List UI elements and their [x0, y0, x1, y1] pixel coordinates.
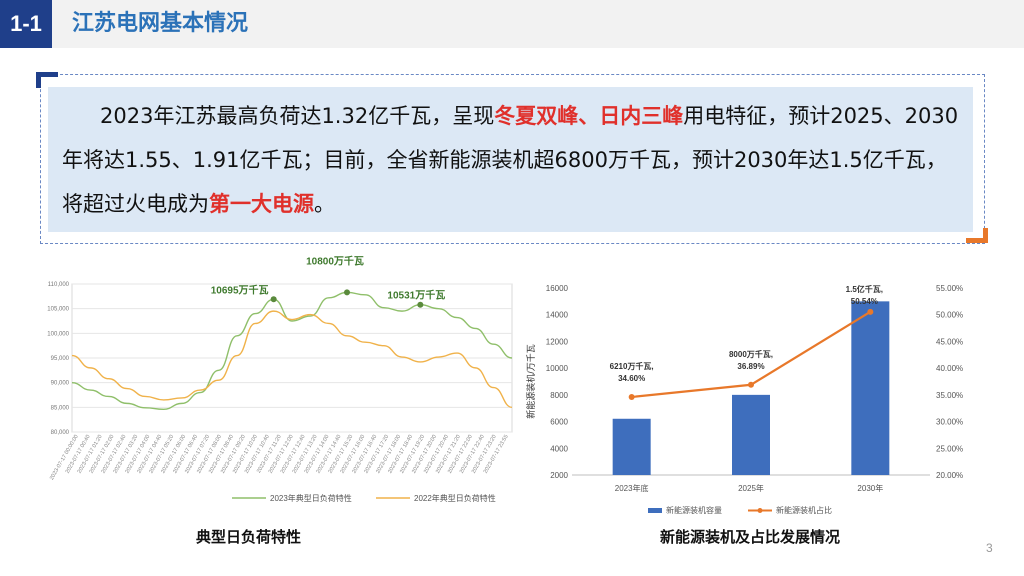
y2-tick-label: 50.00%: [936, 311, 963, 320]
page-title: 江苏电网基本情况: [72, 11, 249, 36]
y-tick-label: 85,000: [51, 405, 70, 411]
legend-marker-share: [757, 508, 763, 513]
y-tick-label: 95,000: [51, 356, 70, 362]
y2-tick-label: 40.00%: [936, 364, 963, 373]
y-tick-label: 12000: [546, 337, 569, 346]
summary-text: 2023年江苏最高负荷达1.32亿千瓦，呈现冬夏双峰、日内三峰用电特征，预计20…: [62, 94, 967, 226]
peak-marker: [270, 296, 277, 303]
data-label-value: 6210万千瓦,: [610, 361, 654, 371]
peak-marker: [344, 289, 350, 296]
summary-frame: [40, 74, 985, 244]
y2-tick-label: 20.00%: [936, 471, 963, 480]
y-tick-label: 80,000: [51, 430, 70, 436]
y-tick-label: 2000: [550, 471, 568, 480]
y-tick-label: 100,000: [47, 331, 69, 337]
series-line-2022: [71, 310, 513, 409]
summary-text-1: 2023年江苏最高负荷达1.32亿千瓦，呈现: [100, 104, 495, 128]
corner-accent-bottom-right-vertical: [983, 228, 988, 243]
y2-tick-label: 45.00%: [936, 337, 963, 346]
y2-tick-label: 35.00%: [936, 391, 963, 400]
y-tick-label: 105,000: [47, 307, 69, 313]
legend-swatch-capacity: [648, 508, 662, 513]
data-label-share: 50.54%: [851, 297, 878, 306]
x-tick-label: 2023年底: [615, 483, 649, 493]
series-line-2023: [71, 291, 513, 411]
x-tick-label: 2030年: [857, 483, 883, 493]
legend-label-2022: 2022年典型日负荷特性: [414, 493, 496, 503]
peak-label: 10800万千瓦: [306, 254, 364, 267]
y-tick-label: 4000: [550, 444, 568, 453]
y2-tick-label: 30.00%: [936, 418, 963, 427]
page-number: 3: [986, 541, 993, 555]
capacity-bar: [851, 301, 890, 475]
share-marker: [628, 393, 635, 400]
y-tick-label: 14000: [546, 311, 569, 320]
data-label-value: 8000万千瓦,: [729, 349, 773, 359]
y-axis-label: 新能源装机/万千瓦: [525, 344, 536, 419]
corner-accent-top-left-vertical: [36, 72, 41, 88]
summary-box: [48, 87, 973, 232]
section-number: 1-1: [0, 0, 52, 48]
summary-text-end: 。: [314, 192, 335, 216]
x-tick-label: 2025年: [738, 483, 764, 493]
header-bar: [0, 0, 1024, 48]
corner-accent-bottom-right: [966, 238, 988, 243]
new-energy-caption: 新能源装机及占比发展情况: [660, 528, 841, 546]
y-tick-label: 6000: [550, 418, 568, 427]
peak-marker: [417, 301, 424, 308]
peak-label: 10531万千瓦: [387, 289, 445, 302]
share-marker: [748, 381, 754, 388]
legend-label-share: 新能源装机占比: [776, 505, 832, 515]
data-label-share: 34.60%: [618, 374, 645, 383]
data-label-value: 1.5亿千瓦,: [846, 284, 883, 294]
highlight-winter-summer-peaks: 冬夏双峰: [494, 104, 579, 128]
y-tick-label: 110,000: [48, 282, 70, 288]
highlight-largest-source: 第一大电源: [209, 192, 314, 216]
y-tick-label: 16000: [546, 284, 569, 293]
corner-accent-top-left: [36, 72, 58, 77]
y2-tick-label: 55.00%: [936, 284, 963, 293]
new-energy-chart: 2000 4000 6000 8000 10000 12000 14000 16000 20.0…: [525, 284, 963, 515]
legend-label-2023: 2023年典型日负荷特性: [270, 493, 352, 503]
y-tick-label: 90,000: [51, 381, 70, 387]
summary-separator: 、: [578, 104, 600, 128]
legend-label-capacity: 新能源装机容量: [666, 505, 722, 515]
capacity-bar: [732, 394, 770, 475]
y-tick-label: 8000: [550, 391, 568, 400]
data-label-share: 36.89%: [737, 362, 764, 371]
share-marker: [867, 308, 874, 315]
highlight-three-daily-peaks: 日内三峰: [599, 104, 684, 128]
peak-label: 10695万千瓦: [211, 283, 269, 296]
capacity-bar: [612, 418, 651, 475]
summary-text-2: 用电特征，预计2025、2030年将达1.55、1.91亿千瓦；目前，全省新能源…: [62, 104, 959, 216]
daily-load-caption: 典型日负荷特性: [196, 528, 302, 546]
y-tick-label: 10000: [546, 364, 569, 373]
y2-tick-label: 25.00%: [936, 444, 963, 453]
daily-load-chart: 80,000 85,000 90,000 95,000 100,000 105,000 11…: [47, 254, 513, 503]
